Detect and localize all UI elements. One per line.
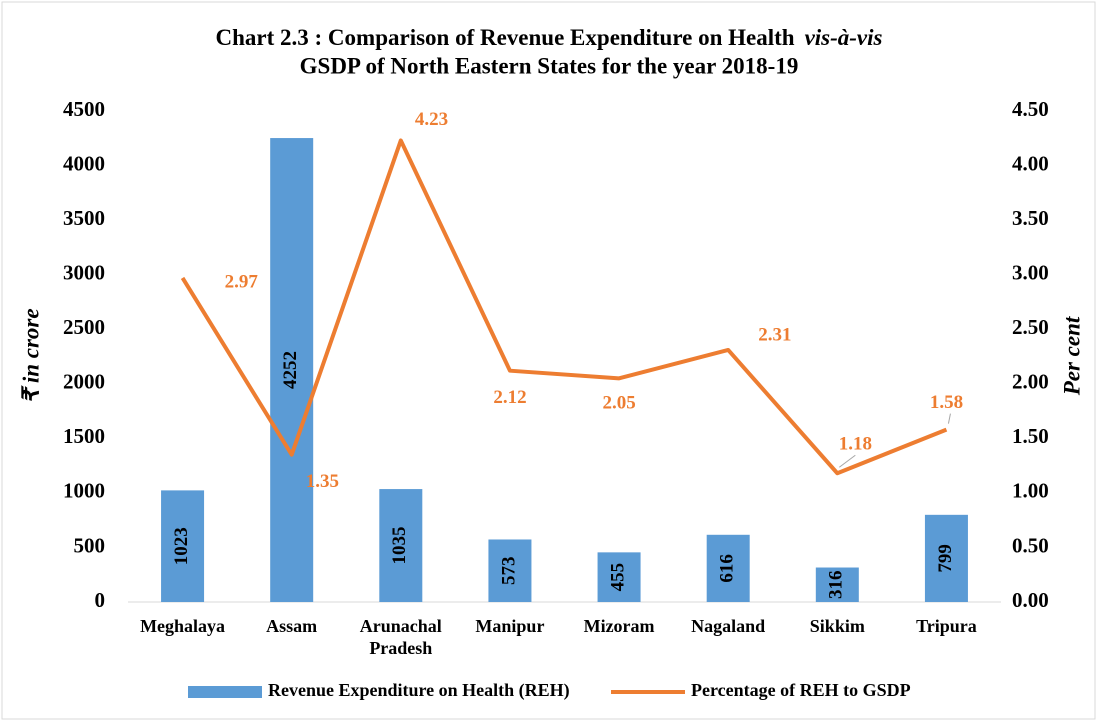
legend-label: Percentage of REH to GSDP bbox=[691, 680, 911, 700]
x-tick-label: Manipur bbox=[475, 616, 544, 636]
y2-tick-label: 0.00 bbox=[1012, 588, 1049, 612]
line-value-label: 2.05 bbox=[602, 393, 635, 414]
bar-value-label: 573 bbox=[498, 556, 519, 585]
leader-line bbox=[947, 413, 951, 424]
bar bbox=[379, 489, 423, 602]
x-tick-label: Mizoram bbox=[584, 616, 655, 636]
bar bbox=[815, 567, 859, 602]
y2-tick-label: 3.50 bbox=[1012, 206, 1049, 230]
bar bbox=[706, 534, 750, 602]
bar bbox=[924, 514, 968, 602]
bar bbox=[597, 552, 641, 602]
y-tick-label: 4500 bbox=[63, 97, 105, 121]
legend-label: Revenue Expenditure on Health (REH) bbox=[268, 680, 570, 701]
bar-value-label: 316 bbox=[826, 571, 847, 600]
x-tick-label: Arunachal Pradesh bbox=[360, 616, 442, 658]
y-axis-label: ₹ in crore bbox=[18, 308, 43, 403]
bar bbox=[488, 539, 532, 602]
y-tick-label: 0 bbox=[95, 588, 106, 612]
x-tick-label: Nagaland bbox=[691, 616, 765, 636]
leader-line bbox=[839, 454, 856, 468]
y2-tick-label: 1.00 bbox=[1012, 479, 1049, 503]
y-tick-label: 1500 bbox=[63, 424, 105, 448]
y2-tick-label: 2.00 bbox=[1012, 370, 1049, 394]
line-value-label: 1.18 bbox=[839, 434, 872, 455]
y-tick-label: 3000 bbox=[63, 260, 105, 284]
line-value-label: 4.23 bbox=[415, 109, 448, 130]
line-value-label: 1.35 bbox=[306, 471, 339, 492]
line-value-label: 2.12 bbox=[493, 387, 526, 408]
line-value-label: 1.58 bbox=[930, 392, 963, 413]
y2-tick-label: 1.50 bbox=[1012, 424, 1049, 448]
chart-title: GSDP of North Eastern States for the yea… bbox=[300, 53, 799, 78]
y2-tick-label: 4.50 bbox=[1012, 97, 1049, 121]
y2-tick-label: 3.00 bbox=[1012, 260, 1049, 284]
x-tick-label: Meghalaya bbox=[140, 616, 225, 636]
x-tick-label: Assam bbox=[266, 616, 317, 636]
bar-value-label: 799 bbox=[935, 544, 956, 573]
y-tick-label: 4000 bbox=[63, 151, 105, 175]
y-tick-label: 500 bbox=[74, 533, 106, 557]
y2-tick-label: 4.00 bbox=[1012, 151, 1049, 175]
bar-value-label: 455 bbox=[607, 563, 628, 592]
bar-value-label: 4252 bbox=[280, 351, 301, 389]
title-italic: vis-à-vis bbox=[805, 25, 883, 50]
y2-tick-label: 0.50 bbox=[1012, 533, 1049, 557]
chart-title: Chart 2.3 : Comparison of Revenue Expend… bbox=[216, 25, 883, 50]
line-value-label: 2.31 bbox=[758, 324, 791, 345]
line-series bbox=[180, 138, 948, 476]
bar bbox=[161, 490, 205, 602]
bar bbox=[270, 138, 314, 602]
x-tick-label: Sikkim bbox=[810, 616, 865, 636]
y-tick-label: 2500 bbox=[63, 315, 105, 339]
y-tick-label: 3500 bbox=[63, 206, 105, 230]
bar-value-label: 1035 bbox=[389, 527, 410, 565]
legend-swatch bbox=[188, 686, 262, 698]
y-tick-label: 2000 bbox=[63, 370, 105, 394]
line-value-label: 2.97 bbox=[225, 271, 259, 292]
y2-tick-label: 2.50 bbox=[1012, 315, 1049, 339]
x-tick-label: Tripura bbox=[916, 616, 977, 636]
y2-axis-label: Per cent bbox=[1059, 316, 1084, 396]
bar-value-label: 1023 bbox=[171, 527, 192, 565]
title-line: Chart 2.3 : Comparison of Revenue Expend… bbox=[216, 25, 795, 50]
bar-value-label: 616 bbox=[717, 554, 738, 583]
y-tick-label: 1000 bbox=[63, 479, 105, 503]
